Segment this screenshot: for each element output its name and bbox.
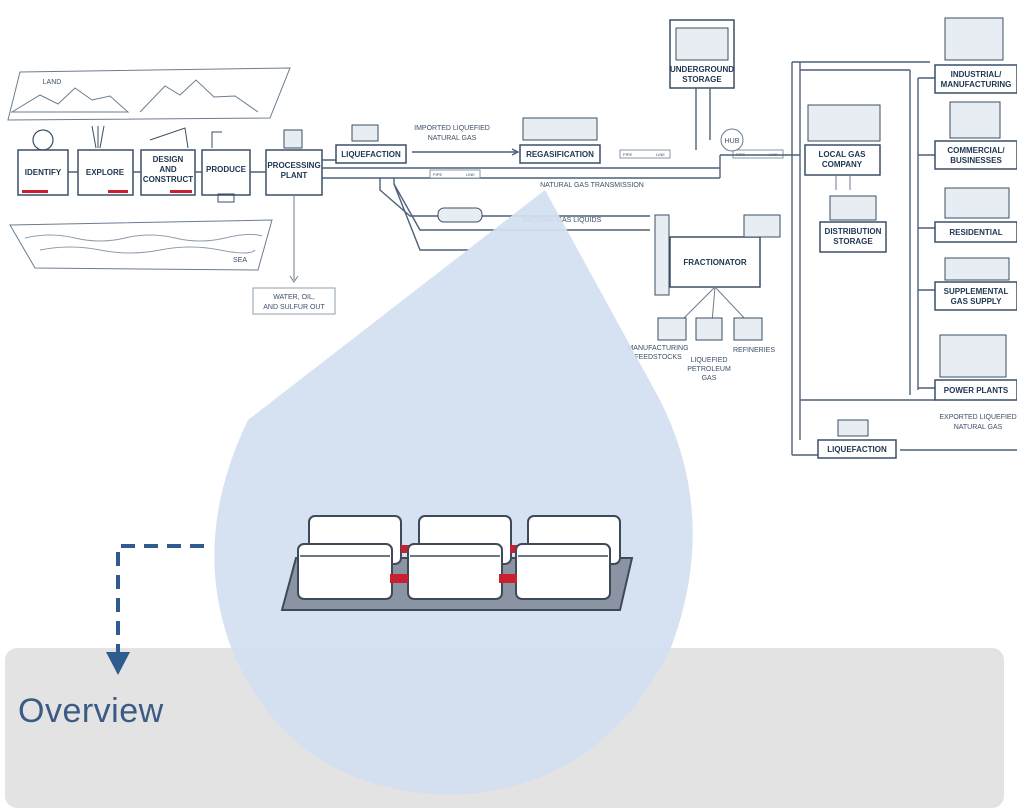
refineries-label: REFINERIES (733, 347, 775, 354)
land-label: LAND (43, 79, 62, 86)
liquefaction-right-node: LIQUEFACTION (817, 419, 897, 459)
sea-label: SEA (233, 257, 247, 264)
local-gas-line2: COMPANY (822, 160, 863, 169)
local-gas-line1: LOCAL GAS (819, 150, 867, 159)
land-panel: LAND (7, 67, 291, 121)
commercial-node: COMMERCIAL/ BUSINESSES (934, 101, 1017, 170)
identify-label: IDENTIFY (25, 168, 62, 177)
overview-panel: Overview (5, 648, 1004, 808)
commercial-line2: BUSINESSES (950, 156, 1002, 165)
commercial-line1: COMMERCIAL/ (947, 146, 1005, 155)
lpg-line1: LIQUEFIED (691, 357, 728, 364)
underground-label-line2: STORAGE (682, 75, 722, 84)
imported-lng-line1: IMPORTED LIQUEFIED (414, 125, 490, 132)
design-label: DESIGN (153, 155, 184, 164)
supplemental-line2: GAS SUPPLY (951, 297, 1002, 306)
residential-node: RESIDENTIAL (934, 187, 1017, 243)
industrial-line1: INDUSTRIAL/ (951, 70, 1002, 79)
processing-plant-node: PROCESSING PLANT (265, 129, 323, 196)
pipe-tag: PIPE LINE (732, 149, 784, 159)
liquefaction-left-node: LIQUEFACTION (335, 124, 407, 164)
industrial-line2: MANUFACTURING (941, 80, 1012, 89)
overview-title: Overview (18, 692, 164, 730)
distribution-line1: DISTRIBUTION (825, 227, 882, 236)
fractionator-node: FRACTIONATOR (654, 214, 781, 296)
svg-text:LINE: LINE (466, 172, 475, 177)
svg-text:PIPE: PIPE (623, 152, 632, 157)
local-gas-company-node: LOCAL GAS COMPANY (804, 104, 881, 176)
distribution-storage-node: DISTRIBUTION STORAGE (819, 195, 887, 253)
processing-label-line2: PLANT (281, 171, 308, 180)
lpg-line3: GAS (702, 375, 717, 382)
and-label: AND (159, 165, 177, 174)
pipe-tag: PIPE LINE (429, 169, 481, 179)
fractionator-label: FRACTIONATOR (683, 258, 746, 267)
underground-storage-node: UNDERGROUND STORAGE (669, 19, 735, 89)
explore-node: EXPLORE (77, 125, 134, 196)
hub-node: HUB (720, 128, 744, 152)
regasification-node: REGASIFICATION (519, 117, 601, 164)
distribution-line2: STORAGE (833, 237, 873, 246)
manufacturing-feedstocks-line2: FEEDSTOCKS (634, 354, 682, 361)
water-oil-sulfur-node: WATER, OIL, AND SULFUR OUT (252, 287, 336, 315)
processing-label-line1: PROCESSING (267, 161, 320, 170)
identify-node: IDENTIFY (17, 129, 69, 196)
pipe-tag: PIPE LINE (619, 149, 671, 159)
imported-lng-line2: NATURAL GAS (428, 135, 477, 142)
power-plants-node: POWER PLANTS (934, 334, 1017, 401)
explore-label: EXPLORE (86, 168, 125, 177)
liquefaction-left-label: LIQUEFACTION (341, 150, 401, 159)
regasification-label: REGASIFICATION (526, 150, 594, 159)
liquefaction-right-label: LIQUEFACTION (827, 445, 887, 454)
water-oil-label: WATER, OIL, (273, 294, 315, 301)
sea-panel: SEA (9, 219, 273, 271)
svg-text:PIPE: PIPE (433, 172, 442, 177)
residential-label: RESIDENTIAL (949, 228, 1002, 237)
ngl-label: NATURAL GAS LIQUIDS (523, 217, 602, 224)
design-construct-node: DESIGN AND CONSTRUCT (140, 127, 196, 196)
hub-label: HUB (725, 138, 740, 145)
industrial-node: INDUSTRIAL/ MANUFACTURING (934, 17, 1017, 94)
sulfur-label: AND SULFUR OUT (263, 304, 325, 311)
exported-lng-line2: NATURAL GAS (954, 424, 1003, 431)
transmission-label: NATURAL GAS TRANSMISSION (540, 182, 644, 189)
construct-label: CONSTRUCT (143, 175, 193, 184)
underground-label-line1: UNDERGROUND (670, 65, 734, 74)
power-plants-label: POWER PLANTS (944, 386, 1009, 395)
supplemental-line1: SUPPLEMENTAL (944, 287, 1009, 296)
exported-lng-line1: EXPORTED LIQUEFIED (939, 414, 1016, 421)
svg-text:LINE: LINE (656, 152, 665, 157)
manufacturing-feedstocks-line1: MANUFACTURING (627, 345, 688, 352)
lpg-line2: PETROLEUM (687, 366, 731, 373)
produce-label: PRODUCE (206, 165, 247, 174)
produce-node: PRODUCE (201, 131, 251, 203)
supplemental-node: SUPPLEMENTAL GAS SUPPLY (934, 257, 1017, 311)
